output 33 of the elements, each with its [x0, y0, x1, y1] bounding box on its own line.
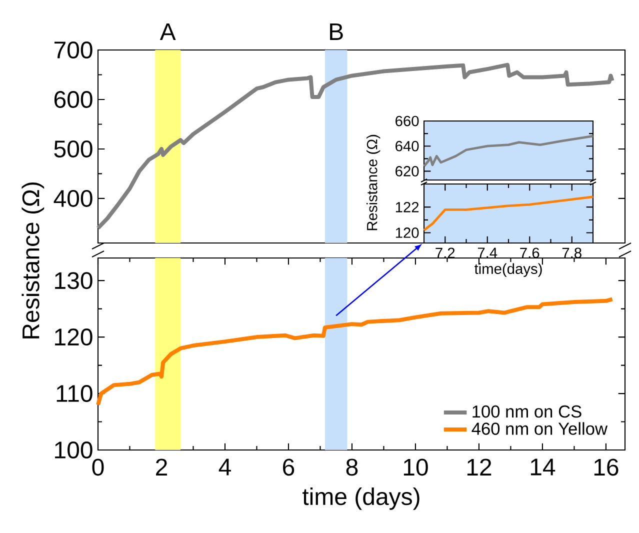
- y-tick-label: 700: [54, 41, 92, 58]
- y-axis-title: Resistance (Ω): [366, 134, 380, 230]
- y-tick-label: 620: [396, 166, 419, 176]
- x-axis-title: time(days): [474, 263, 542, 277]
- x-tick-label: 2: [156, 458, 167, 476]
- y-tick-label: 500: [54, 140, 92, 158]
- y-tick-label: 400: [54, 190, 92, 207]
- y-tick-label: 640: [396, 140, 419, 152]
- x-tick-label: 10: [404, 458, 428, 476]
- y-tick-label: 130: [55, 272, 92, 290]
- x-tick-label: 7.4: [478, 248, 498, 258]
- line-series: [96, 297, 614, 407]
- y-tick-label: 110: [56, 385, 92, 402]
- x-tick-label: 12: [467, 458, 492, 476]
- x-tick-label: 6: [283, 458, 294, 476]
- x-axis-title: time (days): [302, 488, 420, 510]
- line-series: [422, 134, 594, 168]
- text: 100 nm on CS: [472, 405, 582, 418]
- y-tick-label: 100: [55, 441, 92, 458]
- x-tick-label: 14: [530, 458, 556, 476]
- y-tick-label: 120: [55, 328, 92, 346]
- y-tick-label: 660: [396, 116, 419, 126]
- x-tick-label: 16: [594, 458, 618, 476]
- y-tick-label: 122: [396, 202, 419, 212]
- y-axis-title: Resistance (Ω): [22, 182, 44, 338]
- legend-label: 460 nm on Yellow: [472, 422, 608, 435]
- x-tick-label: 0: [92, 458, 104, 476]
- band-label: B: [330, 23, 343, 40]
- x-tick-label: 8: [346, 458, 358, 476]
- y-tick-label: 120: [396, 228, 419, 238]
- band-label: A: [160, 23, 176, 40]
- x-tick-label: 4: [218, 458, 231, 476]
- y-tick-label: 600: [54, 90, 92, 108]
